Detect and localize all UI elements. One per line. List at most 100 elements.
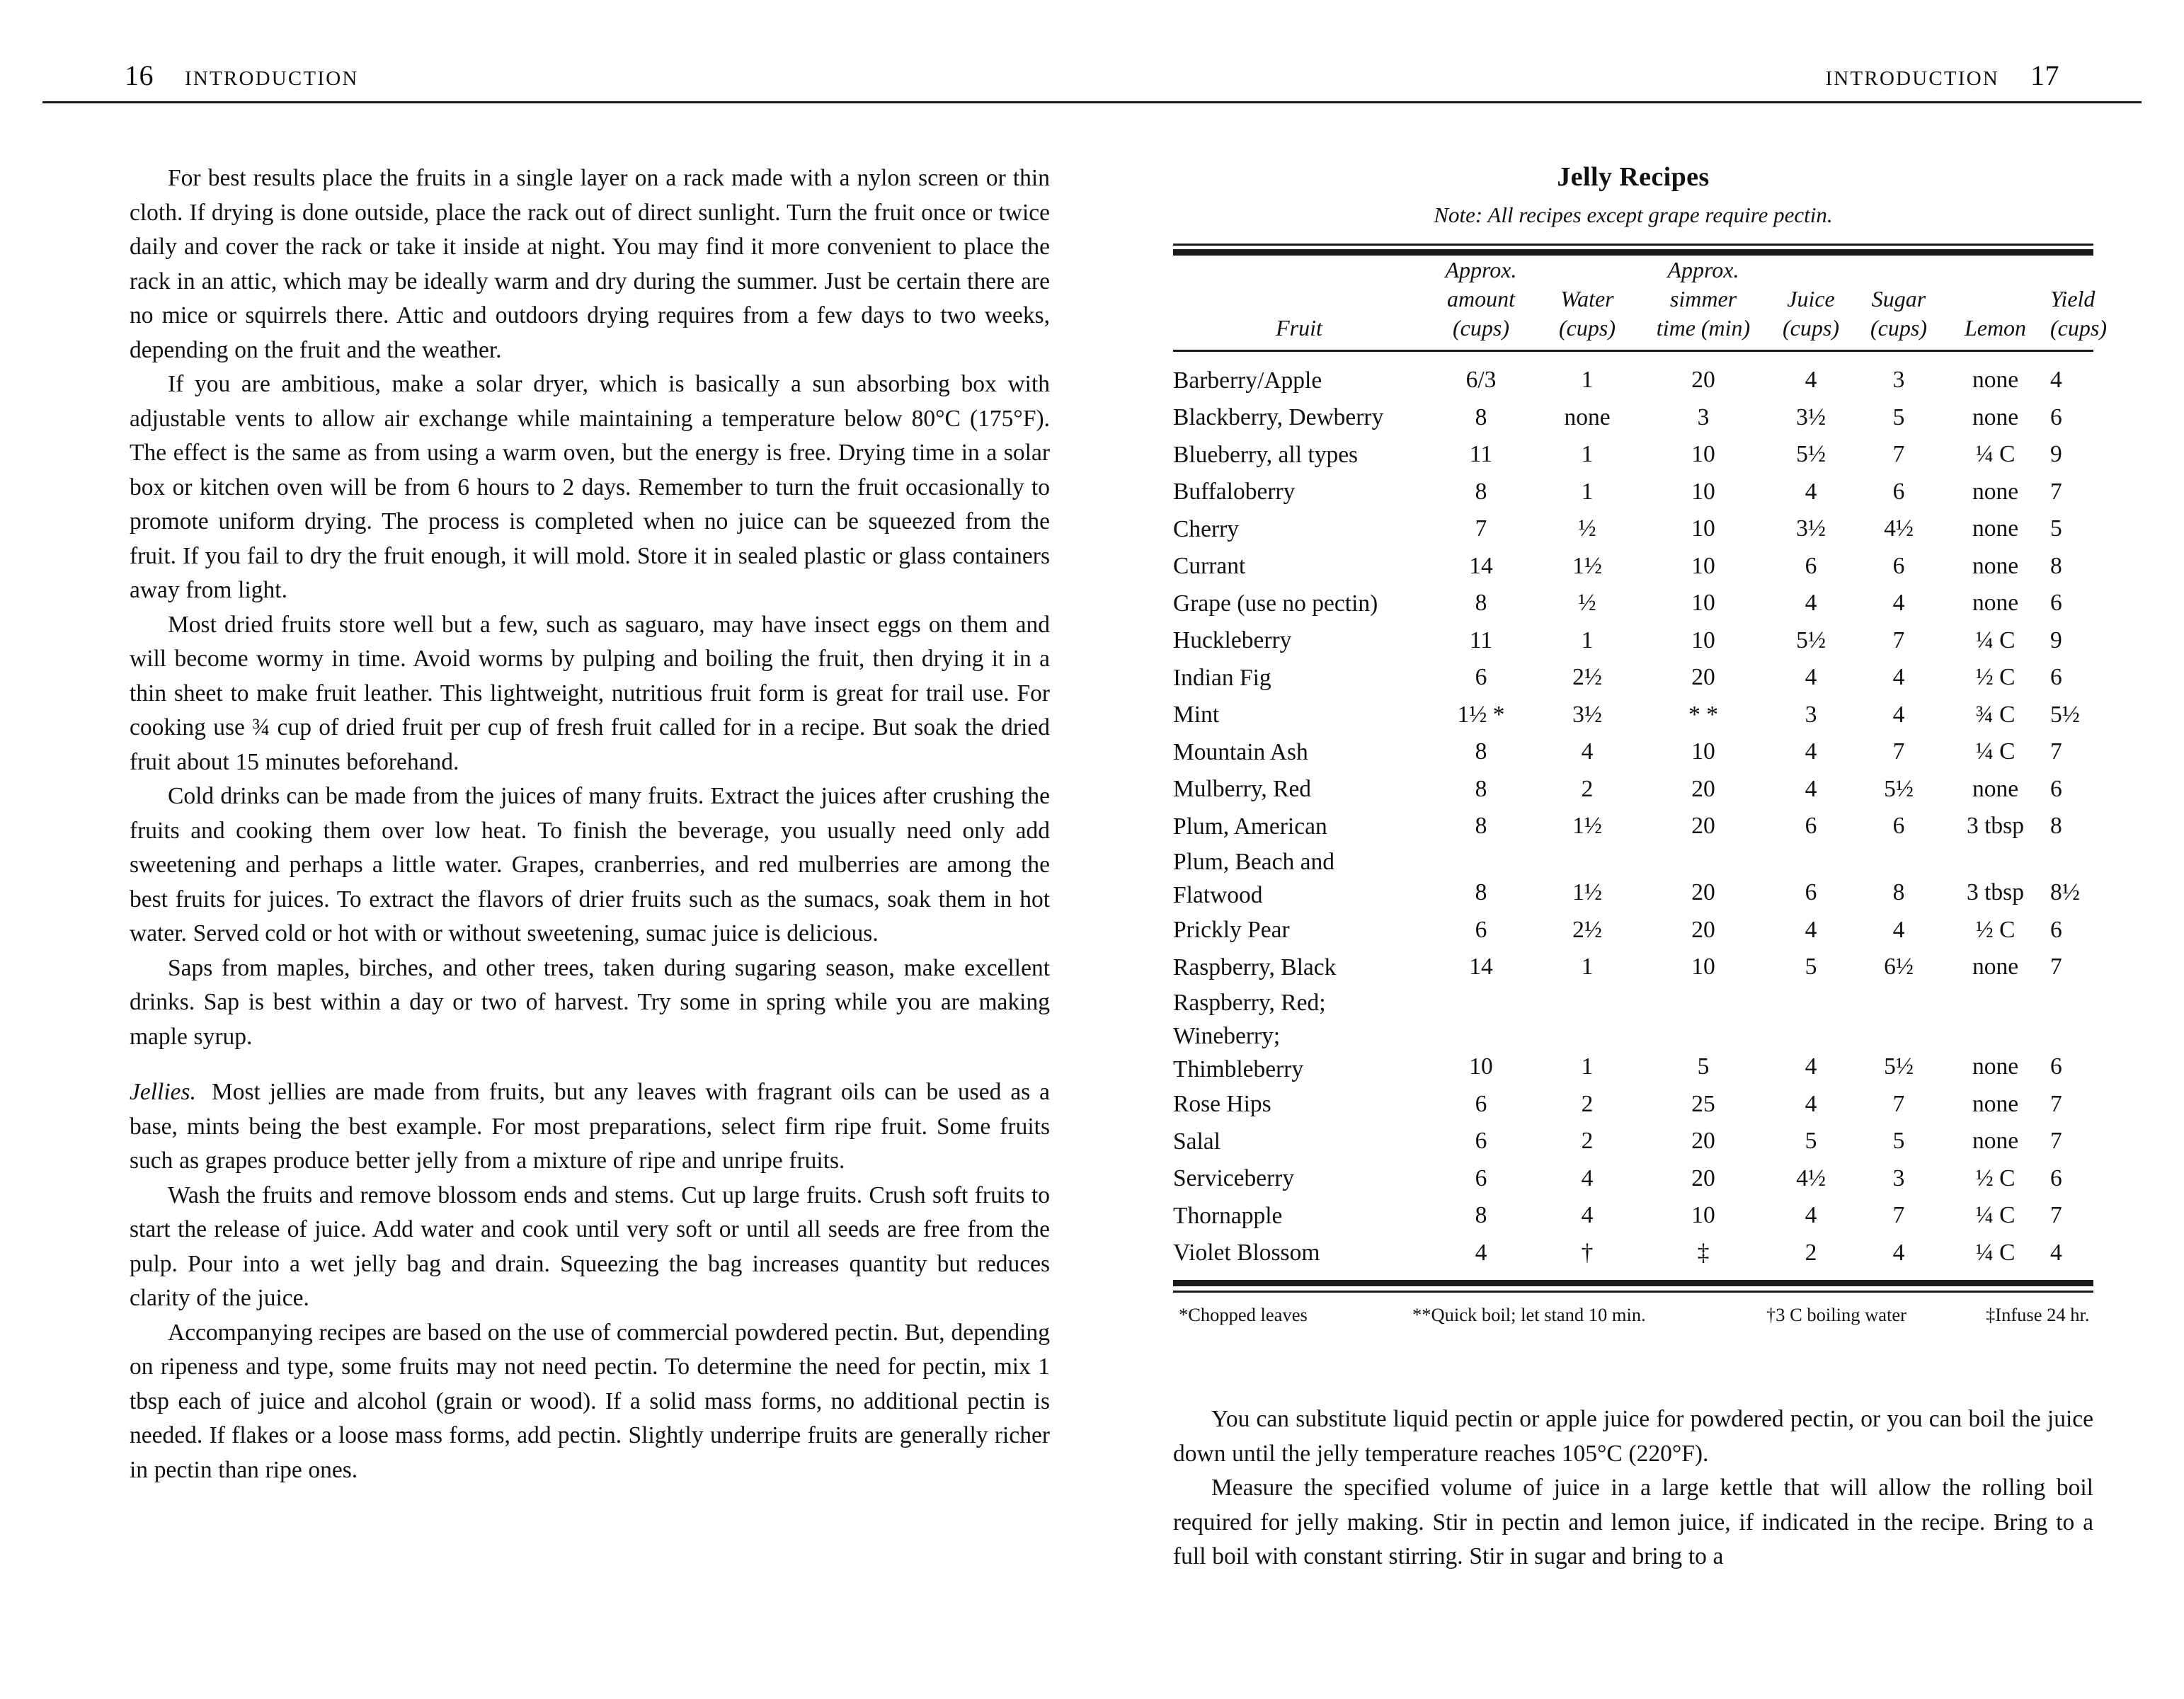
cell-fruit-line: Raspberry, Black xyxy=(1173,954,1337,980)
cell-yield: 7 xyxy=(2050,738,2062,765)
cell-simmer-time: 20 xyxy=(1691,1165,1715,1191)
cell-approx-amount: 14 xyxy=(1469,954,1493,980)
col-header-simmer-line1: Approx. xyxy=(1667,257,1739,282)
cell-yield: 7 xyxy=(2050,1202,2062,1228)
cell-yield: 6 xyxy=(2050,404,2062,430)
cell-juice: 4 xyxy=(1805,1053,1817,1080)
cell-approx-amount: 8 xyxy=(1475,404,1487,430)
cell-sugar: 4 xyxy=(1892,1239,1905,1266)
cell-approx-amount: 10 xyxy=(1469,1053,1493,1080)
col-header-water-line2: (cups) xyxy=(1559,315,1616,341)
cell-lemon: none xyxy=(1972,1053,2019,1080)
cell-lemon: none xyxy=(1972,552,2019,579)
cell-yield: 5½ xyxy=(2050,701,2080,728)
cell-fruit-line: Cherry xyxy=(1173,515,1240,542)
cell-yield: 4 xyxy=(2050,367,2062,393)
cell-fruit-line: Mountain Ash xyxy=(1173,738,1308,765)
cell-fruit: Prickly Pear xyxy=(1173,912,1425,949)
cell-water: 2 xyxy=(1581,1128,1594,1154)
cell-juice: 4 xyxy=(1805,478,1817,505)
cell-fruit-line: Grape (use no pectin) xyxy=(1173,590,1378,617)
col-header-juice: A Juice (cups) xyxy=(1769,256,1853,350)
col-header-sugar-line1: Sugar xyxy=(1871,286,1926,311)
cell-sugar: 4 xyxy=(1892,664,1905,690)
footnote-1: *Chopped leaves xyxy=(1179,1304,1308,1325)
cell-lemon: 3 tbsp xyxy=(1967,879,2024,905)
cell-yield: 9 xyxy=(2050,627,2062,653)
cell-water: 2 xyxy=(1581,775,1594,802)
cell-sugar: 7 xyxy=(1892,1090,1905,1117)
jellies-run-in-heading: Jellies. xyxy=(130,1079,196,1105)
table-top-rule xyxy=(1173,244,2093,256)
cell-fruit-line: Blackberry, Dewberry xyxy=(1173,404,1384,431)
cell-yield: 7 xyxy=(2050,478,2062,505)
paragraph-pectin: Accompanying recipes are based on the us… xyxy=(130,1319,1050,1483)
col-header-amount-line3: (cups) xyxy=(1453,315,1509,341)
cell-fruit-line: Wineberry; xyxy=(1173,1022,1281,1049)
cell-fruit-line: Mulberry, Red xyxy=(1173,776,1312,803)
cell-juice: 3½ xyxy=(1796,515,1826,542)
cell-sugar: 7 xyxy=(1892,627,1905,653)
cell-water: 1 xyxy=(1581,627,1594,653)
cell-sugar: 3 xyxy=(1892,367,1905,393)
cell-simmer-time: 10 xyxy=(1691,515,1715,542)
cell-approx-amount: 7 xyxy=(1475,515,1487,542)
cell-water: 1 xyxy=(1581,478,1594,505)
cell-simmer-time: * * xyxy=(1688,701,1718,728)
cell-yield: 4 xyxy=(2050,1239,2062,1266)
paragraph-drying-rack: For best results place the fruits in a s… xyxy=(130,165,1050,363)
cell-fruit: Blackberry, Dewberry xyxy=(1173,399,1425,437)
cell-sugar: 7 xyxy=(1892,738,1905,765)
cell-lemon: ¼ C xyxy=(1975,441,2016,467)
table-row: Blackberry, Dewberry 8 none 3 3½ 5 none 6 xyxy=(1173,399,2131,437)
table-row: Rose Hips 6 2 25 4 7 none 7 xyxy=(1173,1086,2131,1123)
cell-water: 4 xyxy=(1581,1165,1594,1191)
paragraph-wash-fruits: Wash the fruits and remove blossom ends … xyxy=(130,1182,1050,1312)
cell-juice: 5½ xyxy=(1796,441,1826,467)
table-footnotes: *Chopped leaves **Quick boil; let stand … xyxy=(1173,1304,2093,1326)
right-column: Jelly Recipes Note: All recipes except g… xyxy=(1173,161,2107,1574)
col-header-water: A Water (cups) xyxy=(1537,256,1637,350)
cell-yield: 6 xyxy=(2050,916,2062,943)
cell-fruit: Violet Blossom xyxy=(1173,1235,1425,1281)
cell-fruit: Barberry/Apple xyxy=(1173,352,1425,399)
paragraph-saps: Saps from maples, birches, and other tre… xyxy=(130,954,1050,1050)
cell-lemon: none xyxy=(1972,1128,2019,1154)
table-row: Mountain Ash 8 4 10 4 7 ¼ C 7 xyxy=(1173,733,2131,771)
col-header-simmer-line3: time (min) xyxy=(1656,315,1751,341)
cell-juice: 4 xyxy=(1805,775,1817,802)
cell-fruit-line: Indian Fig xyxy=(1173,664,1271,691)
cell-lemon: ¼ C xyxy=(1975,627,2016,653)
cell-yield: 9 xyxy=(2050,441,2062,467)
cell-fruit-line: Currant xyxy=(1173,553,1246,580)
cell-lemon: none xyxy=(1972,954,2019,980)
cell-approx-amount: 6 xyxy=(1475,664,1487,690)
cell-water: 1 xyxy=(1581,954,1594,980)
running-head-left: 16 Introduction xyxy=(125,59,359,92)
header-rule xyxy=(42,101,2142,103)
cell-lemon: ½ C xyxy=(1975,1165,2016,1191)
table-note: Note: All recipes except grape require p… xyxy=(1434,202,1833,227)
col-header-lemon-label: Lemon xyxy=(1964,315,2027,341)
cell-juice: 5 xyxy=(1805,1128,1817,1154)
paragraph-liquid-pectin: You can substitute liquid pectin or appl… xyxy=(1173,1406,2093,1467)
cell-simmer-time: 20 xyxy=(1691,775,1715,802)
cell-fruit-line: Plum, American xyxy=(1173,813,1327,840)
cell-approx-amount: 8 xyxy=(1475,738,1487,765)
cell-juice: 4 xyxy=(1805,916,1817,943)
cell-fruit-line: Mint xyxy=(1173,702,1220,728)
cell-water: 1½ xyxy=(1572,879,1602,905)
table-row: Raspberry, Red; Wineberry; Thimbleberry 10 1… xyxy=(1173,986,2131,1086)
cell-juice: 4 xyxy=(1805,738,1817,765)
page-number-left: 16 xyxy=(125,59,154,91)
running-head-label-right: Introduction xyxy=(1825,67,1999,90)
cell-approx-amount: 6/3 xyxy=(1465,367,1497,393)
cell-approx-amount: 8 xyxy=(1475,775,1487,802)
cell-simmer-time: 10 xyxy=(1691,627,1715,653)
cell-simmer-time: 20 xyxy=(1691,879,1715,905)
table-body: Barberry/Apple 6/3 1 20 4 3 none 4 Blackberry, D… xyxy=(1173,352,2131,1280)
cell-water: † xyxy=(1581,1239,1594,1266)
cell-fruit: Cherry xyxy=(1173,510,1425,548)
